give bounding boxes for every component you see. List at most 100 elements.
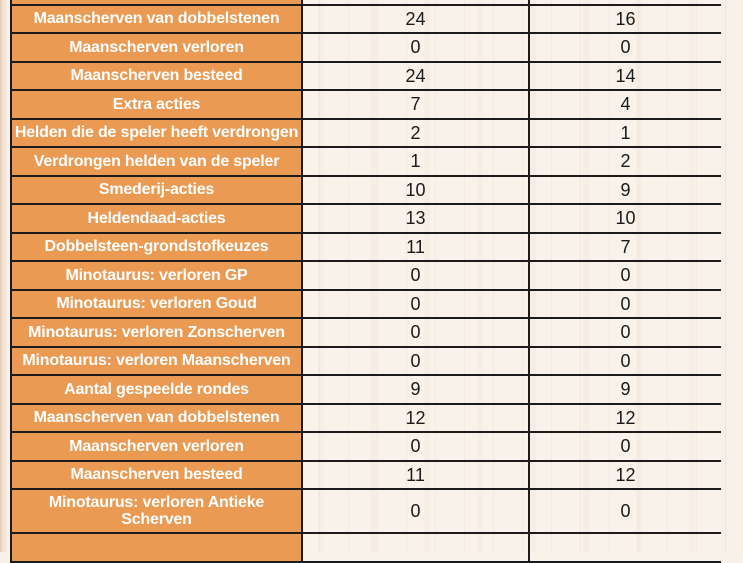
stat-label-cell: Dobbelsteen-grondstofkeuzes <box>12 233 301 260</box>
stat-value-player1: 0 <box>303 290 528 317</box>
stat-value-player2: 12 <box>530 404 721 431</box>
stats-table-row: Maanscherven van dobbelstenen 24 16 <box>12 5 721 32</box>
stat-label: Maanscherven besteed <box>70 466 243 484</box>
stat-label: Maanscherven besteed <box>70 67 243 85</box>
stat-value-player1: 13 <box>303 205 528 232</box>
stat-label-cell: Minotaurus: verloren Antieke Scherven <box>12 490 301 532</box>
stats-table-row: Maanscherven verloren 0 0 <box>12 433 721 460</box>
stat-value-player2: 7 <box>530 233 721 260</box>
stats-table-row: Minotaurus: verloren Goud 0 0 <box>12 290 721 317</box>
stats-table-row: Maanscherven verloren 0 0 <box>12 34 721 61</box>
stat-label-cell: Maanscherven besteed <box>12 62 301 89</box>
stat-label: Smederij-acties <box>98 181 215 199</box>
stat-label: Maanscherven verloren <box>69 38 244 56</box>
stat-label-cell: Maanscherven van dobbelstenen <box>12 404 301 431</box>
stat-value-player1: 0 <box>303 34 528 61</box>
stat-value-player2: 2 <box>530 148 721 175</box>
page-left-edge-shade <box>0 0 8 552</box>
stat-value-player2: 0 <box>530 490 721 532</box>
stats-table-row <box>12 534 721 561</box>
stats-table-row: Maanscherven besteed 11 12 <box>12 461 721 488</box>
stat-value-player2: 4 <box>530 91 721 118</box>
stat-label-cell: Maanscherven besteed <box>12 461 301 488</box>
stat-value-player1: 11 <box>303 461 528 488</box>
stats-table-row: Minotaurus: verloren GP 0 0 <box>12 262 721 289</box>
stats-table-row: Maanscherven van dobbelstenen 12 12 <box>12 404 721 431</box>
stat-value-player2: 12 <box>530 461 721 488</box>
stat-label: Maanscherven verloren <box>69 437 244 455</box>
stats-table-row: Minotaurus: verloren Maanscherven 0 0 <box>12 347 721 374</box>
stats-table-row: Smederij-acties 10 9 <box>12 176 721 203</box>
stat-value-player1: 24 <box>303 5 528 32</box>
stats-table-row: Heldendaad-acties 13 10 <box>12 205 721 232</box>
stat-value-player1: 12 <box>303 404 528 431</box>
stat-value-player1: 0 <box>303 347 528 374</box>
stat-label-cell: Minotaurus: verloren Goud <box>12 290 301 317</box>
stat-label: Aantal gespeelde rondes <box>64 380 249 398</box>
stat-value-player1 <box>303 534 528 561</box>
stat-label: Minotaurus: verloren Antieke Scherven <box>48 494 265 528</box>
stat-label-cell <box>12 0 301 4</box>
stat-label-cell: Helden die de speler heeft verdrongen <box>12 119 301 146</box>
stat-label-cell <box>12 534 301 561</box>
stat-value-player2: 0 <box>530 290 721 317</box>
stat-label-cell: Extra acties <box>12 91 301 118</box>
stat-value-player2: 0 <box>530 262 721 289</box>
game-stats-table: Maanscherven van dobbelstenen 24 16 Maan… <box>10 0 721 563</box>
stat-label: Verdrongen helden van de speler <box>33 152 280 170</box>
stats-table-row: Minotaurus: verloren Antieke Scherven 0 … <box>12 490 721 532</box>
stat-value-player1: 2 <box>303 119 528 146</box>
stat-label-cell: Minotaurus: verloren Zonscherven <box>12 319 301 346</box>
stat-value-player2: 9 <box>530 376 721 403</box>
stat-label-cell: Minotaurus: verloren GP <box>12 262 301 289</box>
stat-label-cell: Maanscherven verloren <box>12 34 301 61</box>
stat-label: Minotaurus: verloren Goud <box>56 295 257 313</box>
stat-label-cell: Heldendaad-acties <box>12 205 301 232</box>
stat-value-player1: 10 <box>303 176 528 203</box>
stat-value-player2: 16 <box>530 5 721 32</box>
stats-table-row: Verdrongen helden van de speler 1 2 <box>12 148 721 175</box>
stat-label-cell: Smederij-acties <box>12 176 301 203</box>
stat-label: Extra acties <box>112 95 201 113</box>
stat-value-player1: 0 <box>303 490 528 532</box>
stat-value-player2: 0 <box>530 34 721 61</box>
stat-value-player1: 0 <box>303 262 528 289</box>
stat-value-player1: 24 <box>303 62 528 89</box>
stat-label: Heldendaad-acties <box>87 209 226 227</box>
stat-value-player2: 9 <box>530 176 721 203</box>
stat-label: Dobbelsteen-grondstofkeuzes <box>44 238 269 256</box>
stat-value-player2: 0 <box>530 319 721 346</box>
stat-label: Maanscherven van dobbelstenen <box>33 409 280 427</box>
stat-value-player1: 7 <box>303 91 528 118</box>
stats-table-row: Helden die de speler heeft verdrongen 2 … <box>12 119 721 146</box>
stat-value-player2 <box>530 0 721 4</box>
stat-value-player2: 0 <box>530 347 721 374</box>
stat-label-cell: Aantal gespeelde rondes <box>12 376 301 403</box>
stat-label: Maanscherven van dobbelstenen <box>33 10 280 28</box>
stat-label-cell: Maanscherven van dobbelstenen <box>12 5 301 32</box>
stat-label-cell: Maanscherven verloren <box>12 433 301 460</box>
stat-label: Minotaurus: verloren Zonscherven <box>28 323 285 341</box>
stats-table-row: Aantal gespeelde rondes 9 9 <box>12 376 721 403</box>
stat-value-player2: 10 <box>530 205 721 232</box>
stats-table-row: Extra acties 7 4 <box>12 91 721 118</box>
stat-value-player2: 14 <box>530 62 721 89</box>
stat-value-player1: 0 <box>303 319 528 346</box>
stat-label: Helden die de speler heeft verdrongen <box>14 124 299 142</box>
stat-value-player1 <box>303 0 528 4</box>
stats-table-row: Dobbelsteen-grondstofkeuzes 11 7 <box>12 233 721 260</box>
stat-label: Minotaurus: verloren Maanscherven <box>22 352 291 370</box>
stat-value-player2: 1 <box>530 119 721 146</box>
stat-value-player1: 11 <box>303 233 528 260</box>
stat-label-cell: Minotaurus: verloren Maanscherven <box>12 347 301 374</box>
stat-value-player1: 9 <box>303 376 528 403</box>
stat-label: Minotaurus: verloren GP <box>65 266 248 284</box>
stat-value-player2: 0 <box>530 433 721 460</box>
stat-value-player2 <box>530 534 721 561</box>
stats-table-row: Minotaurus: verloren Zonscherven 0 0 <box>12 319 721 346</box>
stat-label-cell: Verdrongen helden van de speler <box>12 148 301 175</box>
stats-table-row: Maanscherven besteed 24 14 <box>12 62 721 89</box>
stats-table-row <box>12 0 721 4</box>
stat-value-player1: 1 <box>303 148 528 175</box>
stat-value-player1: 0 <box>303 433 528 460</box>
